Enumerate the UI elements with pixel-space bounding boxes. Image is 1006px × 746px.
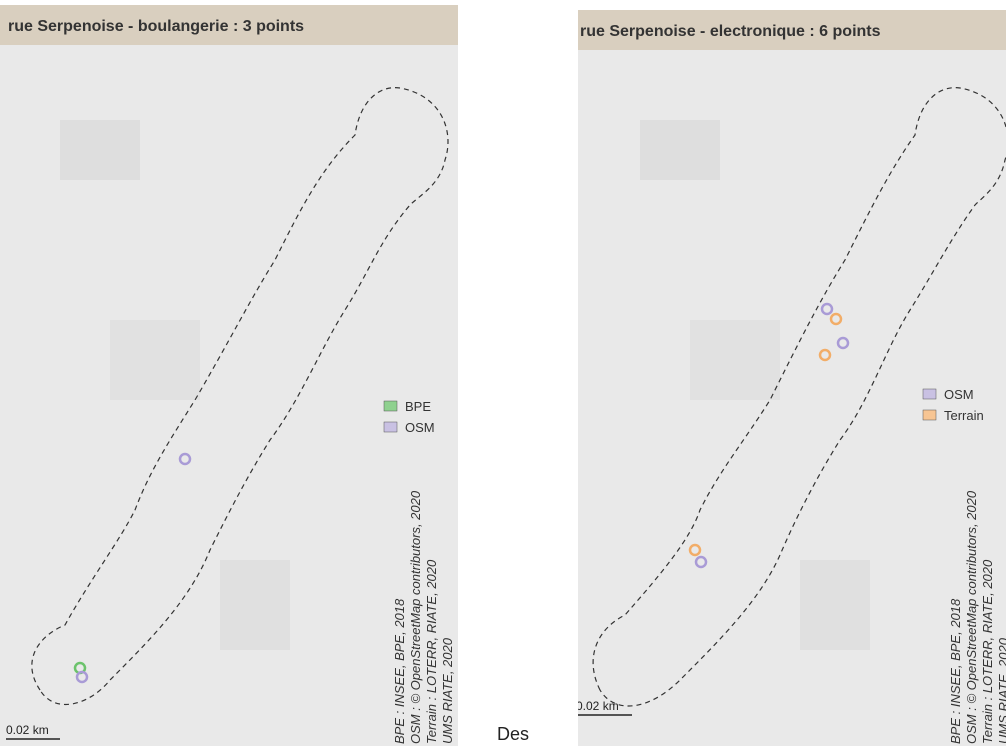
- building: [60, 120, 140, 180]
- title-bar: [0, 5, 458, 45]
- attribution: BPE : INSEE, BPE, 2018: [392, 598, 407, 744]
- attribution: OSM : © OpenStreetMap contributors, 2020: [964, 490, 979, 744]
- attribution: Terrain : LOTERR, RIATE, 2020: [424, 559, 439, 744]
- building: [800, 560, 870, 650]
- map-panel: rue Serpenoise - electronique : 6 points…: [576, 10, 1006, 746]
- map-title: rue Serpenoise - boulangerie : 3 points: [8, 18, 304, 35]
- legend-label: BPE: [405, 399, 431, 414]
- attribution: BPE : INSEE, BPE, 2018: [948, 598, 963, 744]
- map-title: rue Serpenoise - electronique : 6 points: [580, 23, 881, 40]
- attribution: Terrain : LOTERR, RIATE, 2020: [980, 559, 995, 744]
- point-terrain: [688, 543, 702, 557]
- attribution: UMS RIATE, 2020: [996, 637, 1006, 744]
- point-osm: [820, 302, 834, 316]
- point-osm: [178, 452, 192, 466]
- buffer-outline: [31, 87, 449, 706]
- building: [640, 120, 720, 180]
- map-panel: rue Serpenoise - boulangerie : 3 points …: [0, 5, 458, 746]
- building: [220, 560, 290, 650]
- legend-swatch: [922, 409, 937, 421]
- scale-label: 0.02 km: [6, 723, 49, 737]
- building: [110, 320, 200, 400]
- point-osm: [694, 555, 708, 569]
- caption: Des: [497, 724, 529, 744]
- legend-swatch: [383, 400, 398, 412]
- legend-label: OSM: [405, 420, 435, 435]
- attribution: OSM : © OpenStreetMap contributors, 2020: [408, 490, 423, 744]
- scale-label: 0.02 km: [576, 699, 619, 713]
- point-terrain: [829, 312, 843, 326]
- legend-swatch: [922, 388, 937, 400]
- title-bar: [578, 10, 1006, 50]
- legend-label: Terrain: [944, 408, 984, 423]
- point-osm: [836, 336, 850, 350]
- point-osm: [75, 670, 89, 684]
- legend-swatch: [383, 421, 398, 433]
- point-terrain: [818, 348, 832, 362]
- attribution: UMS RIATE, 2020: [440, 637, 455, 744]
- building: [690, 320, 780, 400]
- legend-label: OSM: [944, 387, 974, 402]
